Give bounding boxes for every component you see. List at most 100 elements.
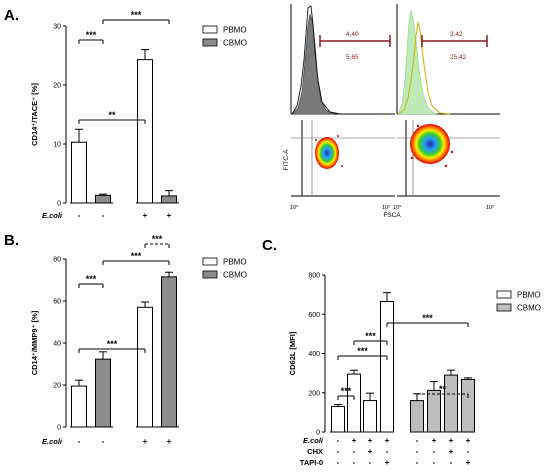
condition-sign-0-0-2: - (337, 458, 340, 467)
chart-b: 0 20 40 60 80 CD14⁺/MMP9⁺ [%] *** *** *** *** E.co… (30, 234, 247, 446)
legend-swatch-cbmo (496, 303, 512, 312)
bar-pbmo-3 (380, 300, 394, 433)
condition-label-1: CHX (307, 447, 323, 456)
y-tick-label-0: 0 (57, 425, 61, 432)
condition-sign-1-2-0: + (449, 436, 454, 445)
panel-letter-a: A. (4, 7, 19, 24)
dot-plot-1 (291, 120, 395, 197)
y-tick-label-1: 10 (53, 142, 61, 149)
legend-label-cbmo: CBMO (517, 304, 541, 313)
condition-sign-1-2-2: - (450, 458, 453, 467)
bar-pbmo-0 (331, 405, 345, 433)
y-tick-label-0: 0 (57, 201, 61, 208)
panel-letter-b: B. (4, 232, 19, 249)
panel-letter-c: C. (262, 237, 277, 254)
y-tick-label-2: 40 (53, 341, 61, 348)
flow-tick-1: 10⁰ (290, 204, 299, 211)
condition-sign-0-1-1: - (353, 447, 356, 456)
condition-sign-0-1-2: - (353, 458, 356, 467)
legend-swatch-pbmo (202, 257, 218, 266)
condition-sign-1-1-0: + (432, 436, 437, 445)
significance-label-1: *** (357, 346, 368, 356)
significance-label-0: ** (108, 110, 116, 120)
bar-pbmo-1 (137, 306, 153, 428)
condition-sign-0-1-0: + (143, 211, 148, 220)
condition-sign-0-3-2: + (385, 458, 390, 467)
legend-swatch-cbmo (202, 38, 218, 47)
condition-sign-0-0-0: - (337, 436, 340, 445)
condition-label-0: E.coli (42, 437, 63, 446)
legend-label-pbmo: PBMO (223, 26, 247, 35)
condition-sign-0-2-0: + (368, 436, 373, 445)
legend-label-cbmo: CBMO (223, 271, 247, 280)
significance-label-2: *** (131, 251, 142, 261)
bar-cbmo-3 (461, 378, 475, 433)
legend-label-cbmo: CBMO (223, 39, 247, 48)
bar-cbmo-0 (95, 358, 111, 428)
condition-sign-1-2-1: + (449, 447, 454, 456)
condition-sign-0-3-1: - (386, 447, 389, 456)
flow-tick-4: 10³ (486, 205, 494, 211)
y-tick-label-3: 60 (53, 299, 61, 306)
y-tick-label-4: 80 (53, 257, 61, 264)
bar-cbmo-0 (410, 400, 424, 433)
legend-swatch-cbmo (202, 270, 218, 279)
condition-sign-1-3-1: - (467, 447, 470, 456)
bar-pbmo-0 (71, 141, 87, 204)
histogram-2-filled (397, 9, 438, 115)
legend-swatch-pbmo (202, 25, 218, 34)
bar-cbmo-1 (161, 276, 177, 428)
condition-sign-0-0-1: - (337, 447, 340, 456)
y-tick-label-2: 400 (308, 351, 320, 358)
histogram-1: 4,40 5,65 (290, 4, 395, 115)
condition-sign-0-1-0: + (352, 436, 357, 445)
bar-cbmo-1 (161, 195, 177, 204)
significance-label-2: *** (131, 10, 142, 20)
significance-label-1: *** (86, 274, 97, 284)
flow-cytometry: 4,40 5,65 3,42 25,42 (283, 4, 500, 219)
condition-sign-1-0-0: - (416, 436, 419, 445)
legend-label-pbmo: PBMO (517, 291, 541, 300)
gate-value-upper-1: 4,40 (346, 31, 359, 38)
histogram-2: 3,42 25,42 (396, 4, 500, 115)
flow-tick-3: 10⁰ (393, 204, 402, 211)
y-axis-label: CD14⁺/TACE⁺ [%] (30, 83, 39, 146)
gate-value-lower-1: 5,65 (346, 54, 359, 61)
condition-sign-1-0-0: - (102, 437, 105, 446)
significance-label-0: *** (341, 386, 352, 396)
legend-swatch-pbmo (496, 290, 512, 299)
condition-sign-1-0-1: - (416, 447, 419, 456)
histogram-1-filled (291, 13, 335, 115)
condition-sign-1-1-1: - (433, 447, 436, 456)
condition-sign-0-2-2: - (369, 458, 372, 467)
gate-value-lower-2: 25,42 (450, 54, 467, 61)
flow-x-axis-label: FSCA (383, 212, 401, 219)
legend-label-pbmo: PBMO (223, 258, 247, 267)
condition-sign-1-1-0: + (167, 437, 172, 446)
condition-sign-1-1-2: - (433, 458, 436, 467)
significance-label-2: *** (365, 331, 376, 341)
y-tick-label-0: 0 (316, 430, 320, 437)
significance-label-3: *** (422, 313, 433, 323)
histogram-1-outline (291, 5, 341, 115)
significance-label-4: ** (439, 384, 447, 394)
y-axis-label: CD14⁺/MMP9⁺ [%] (30, 310, 39, 375)
condition-label-2: TAPI-0 (300, 458, 323, 467)
condition-sign-1-0-2: - (416, 458, 419, 467)
bar-pbmo-1 (137, 59, 153, 204)
condition-sign-1-0-0: - (102, 211, 105, 220)
y-tick-label-1: 200 (308, 390, 320, 397)
flow-tick-2: 10³ (382, 205, 390, 211)
condition-sign-1-3-2: + (466, 458, 471, 467)
significance-label-3: *** (152, 234, 163, 244)
condition-sign-0-1-0: + (143, 437, 148, 446)
condition-label-0: E.coli (303, 436, 324, 445)
condition-sign-0-2-1: + (368, 447, 373, 456)
y-tick-label-4: 800 (308, 273, 320, 280)
flow-y-axis-label: FITC-A (283, 149, 290, 171)
cell-population-1 (315, 137, 339, 169)
y-tick-label-3: 600 (308, 312, 320, 319)
